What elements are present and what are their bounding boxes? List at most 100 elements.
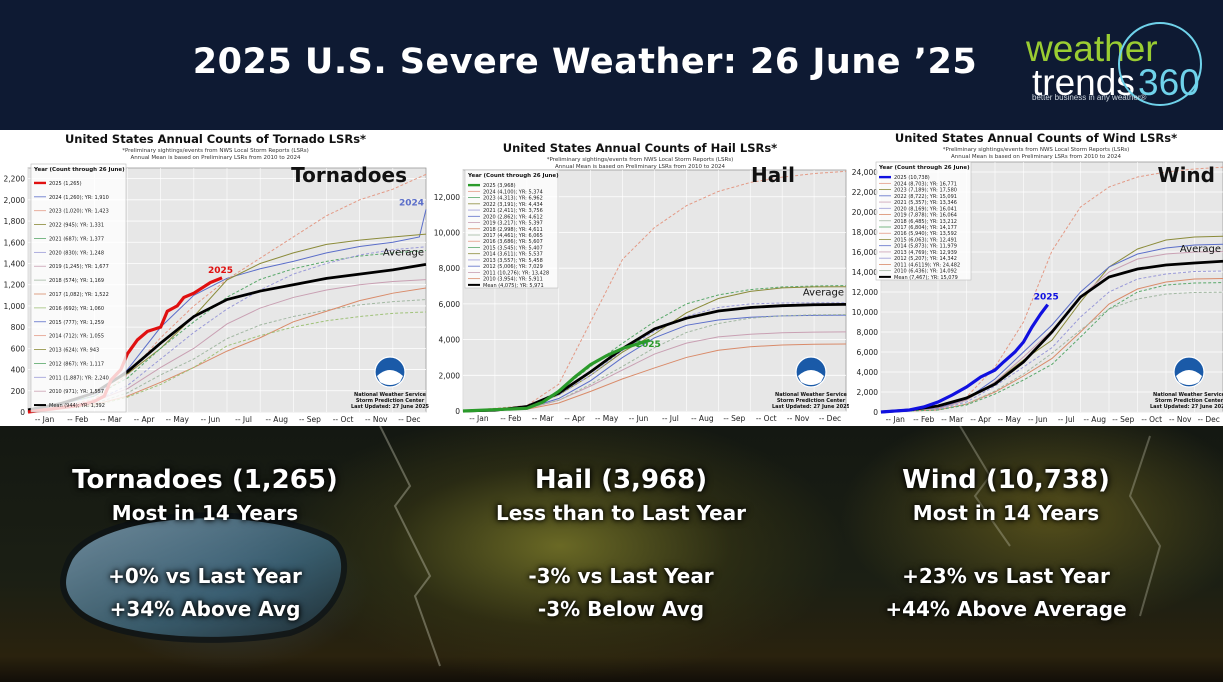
legend-label: 2022 (945); YR: 1,331 xyxy=(49,223,104,229)
y-tick-label: 0 xyxy=(20,408,25,417)
chart-category-label: Hail xyxy=(751,163,795,187)
tornado-stat-title: Tornadoes (1,265) xyxy=(72,465,338,495)
legend-label: 2019 (1,245); YR: 1,677 xyxy=(49,264,109,270)
x-tick-label: -- Apr xyxy=(564,414,586,423)
x-tick-label: -- Dec xyxy=(1198,415,1220,424)
mean-series-line xyxy=(462,303,847,413)
year-series-line xyxy=(462,343,847,412)
logo-word-trends: trends xyxy=(1032,62,1135,103)
legend-label: 2011 (10,276); YR: 13,428 xyxy=(483,270,549,276)
chart-title: United States Annual Counts of Hail LSRs… xyxy=(503,141,777,155)
wind-chart-panel: United States Annual Counts of Wind LSRs… xyxy=(849,130,1223,426)
x-tick-label: -- Aug xyxy=(691,414,714,423)
legend-label: 2010 (971); YR: 1,557 xyxy=(49,389,104,395)
hail-stat-title: Hail (3,968) xyxy=(534,465,708,495)
x-tick-label: -- Oct xyxy=(1141,415,1162,424)
legend-title: Year (Count through 26 June) xyxy=(33,167,125,173)
credit-line: Last Updated: 27 June 2025 xyxy=(1150,404,1223,410)
y-tick-label: 2,000 xyxy=(4,196,26,205)
logo-ring-icon xyxy=(1118,22,1202,106)
legend-label: 2011 (4,6119); YR: 24,482 xyxy=(894,262,960,268)
hail-stat-note: Less than to Last Year xyxy=(495,501,747,525)
legend-label: 2016 (5,940); YR: 13,592 xyxy=(894,231,957,237)
legend-label: 2014 (712); YR: 1,055 xyxy=(49,334,104,340)
average-annotation: Average xyxy=(1180,244,1221,255)
x-tick-label: -- May xyxy=(166,415,190,424)
x-tick-label: -- Jan xyxy=(469,414,489,423)
y-tick-label: 4,000 xyxy=(857,368,879,377)
x-tick-label: -- Mar xyxy=(532,414,555,423)
page-title: 2025 U.S. Severe Weather: 26 June ’25 xyxy=(192,42,978,82)
credit-line: Storm Prediction Center xyxy=(1155,398,1223,404)
wind-chart: United States Annual Counts of Wind LSRs… xyxy=(849,130,1223,426)
average-annotation: Average xyxy=(383,247,424,258)
legend-label: 2018 (6,485); YR: 13,212 xyxy=(894,219,957,225)
legend-label: 2012 (5,207); YR: 14,342 xyxy=(894,256,957,262)
y-tick-label: 12,000 xyxy=(434,193,460,202)
credit-line: Last Updated: 27 June 2025 xyxy=(351,404,430,410)
legend-label: 2023 (1,020); YR: 1,423 xyxy=(49,209,109,215)
year-series-line xyxy=(880,270,1223,413)
legend-label: 2016 (692); YR: 1,060 xyxy=(49,306,104,312)
legend-label: 2017 (6,804); YR: 14,177 xyxy=(894,225,957,231)
tornado-stat-vs-avg: +34% Above Avg xyxy=(109,597,301,621)
storm-background xyxy=(0,426,1223,682)
logo-tagline: better business in any weather® xyxy=(1032,93,1147,102)
chart-subtitle: *Preliminary sightings/events from NWS L… xyxy=(943,147,1130,153)
credit-line: Storm Prediction Center xyxy=(777,398,846,404)
y-tick-label: 20,000 xyxy=(852,208,878,217)
legend-label: Mean (7,467); YR: 15,079 xyxy=(894,275,958,281)
legend-label: 2020 (8,169); YR: 16,041 xyxy=(894,206,957,212)
legend-label: 2023 (7,189); YR: 17,580 xyxy=(894,188,957,194)
x-tick-label: -- Dec xyxy=(819,414,841,423)
credit-line: National Weather Service xyxy=(1153,392,1223,398)
wind-stat-note: Most in 14 Years xyxy=(912,501,1100,525)
lightning-icon xyxy=(379,426,1162,667)
legend-label: 2016 (3,686); YR: 5,607 xyxy=(483,239,543,245)
x-tick-label: -- Jun xyxy=(201,415,221,424)
x-tick-label: -- Jul xyxy=(235,415,252,424)
legend-label: 2013 (624); YR: 943 xyxy=(49,348,99,354)
x-tick-label: -- Feb xyxy=(67,415,88,424)
average-annotation: Average xyxy=(803,287,844,298)
legend-label: Mean (4,075); YR: 5,971 xyxy=(483,283,544,289)
y-tick-label: 1,000 xyxy=(4,302,26,311)
legend-label: 2017 (4,461); YR: 6,065 xyxy=(483,233,543,239)
y-tick-label: 1,800 xyxy=(4,217,26,226)
legend-label: 2025 (3,968) xyxy=(483,183,516,189)
hail-stat: Hail (3,968) Less than to Last Year -3% … xyxy=(421,464,821,626)
y-tick-label: 14,000 xyxy=(852,268,878,277)
y-tick-label: 2,200 xyxy=(4,175,26,184)
legend-label: 2021 (5,357); YR: 13,346 xyxy=(894,200,957,206)
x-tick-label: -- Feb xyxy=(500,414,521,423)
x-tick-label: -- Apr xyxy=(970,415,992,424)
y-tick-label: 4,000 xyxy=(439,336,461,345)
series-2025-line xyxy=(462,338,651,413)
x-tick-label: -- Nov xyxy=(787,414,810,423)
y-tick-label: 400 xyxy=(11,366,26,375)
legend-label: 2013 (4,769); YR: 12,939 xyxy=(894,250,957,256)
x-tick-label: -- Sep xyxy=(299,415,321,424)
legend-label: 2024 (1,260); YR: 1,910 xyxy=(49,195,109,201)
y-tick-label: 6,000 xyxy=(857,348,879,357)
year-series-line xyxy=(462,170,847,412)
tornado-stat-note: Most in 14 Years xyxy=(111,501,299,525)
year-series-line xyxy=(462,285,847,412)
noaa-gull-icon xyxy=(1176,370,1202,385)
legend-label: 2012 (5,006); YR: 7,029 xyxy=(483,264,543,270)
credit-line: National Weather Service xyxy=(354,392,427,398)
x-tick-label: -- Jan xyxy=(886,415,906,424)
legend-label: 2010 (3,954); YR: 5,911 xyxy=(483,277,543,283)
legend-label: 2019 (7,878); YR: 16,064 xyxy=(894,213,957,219)
legend-label: 2014 (5,873); YR: 11,979 xyxy=(894,244,957,250)
y-tick-label: 18,000 xyxy=(852,228,878,237)
x-tick-label: -- Jun xyxy=(629,414,649,423)
legend-label: 2020 (830); YR: 1,248 xyxy=(49,250,104,256)
x-tick-label: -- Sep xyxy=(723,414,745,423)
x-tick-label: -- Mar xyxy=(941,415,964,424)
hail-chart: United States Annual Counts of Hail LSRs… xyxy=(431,130,849,426)
x-tick-label: -- Jul xyxy=(1058,415,1075,424)
chart-subtitle: *Preliminary sightings/events from NWS L… xyxy=(547,157,734,163)
year-series-line xyxy=(462,314,847,412)
y-tick-label: 10,000 xyxy=(852,308,878,317)
